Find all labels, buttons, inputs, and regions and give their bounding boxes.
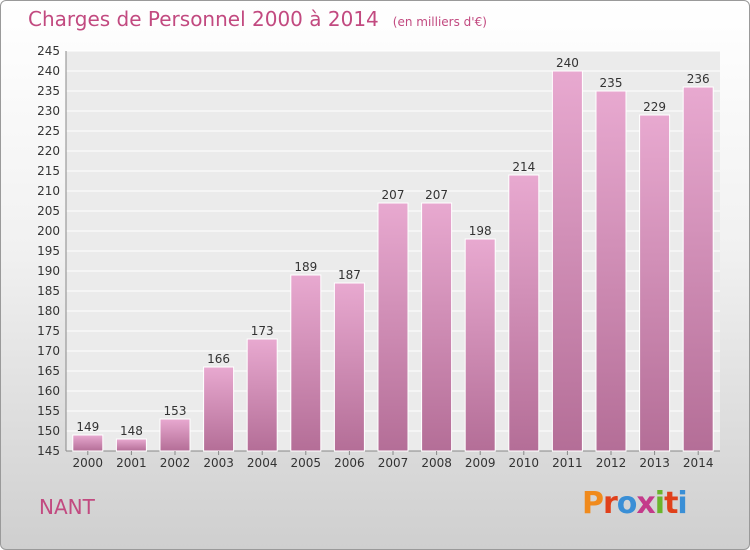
data-label-2009: 198 [469,224,492,238]
y-tick-label: 240 [37,64,60,78]
data-label-2012: 235 [600,76,623,90]
x-tick-label-2002: 2002 [160,456,191,470]
bar-2014 [682,86,714,452]
y-tick-label: 230 [37,104,60,118]
x-tick-label-2011: 2011 [552,456,583,470]
x-tick-label-2000: 2000 [73,456,104,470]
data-label-2010: 214 [512,160,535,174]
bar-2008 [421,202,453,452]
logo-letter: P [582,486,604,521]
y-tick-label: 235 [37,84,60,98]
y-tick-label: 190 [37,264,60,278]
data-label-2005: 189 [294,260,317,274]
y-tick-label: 225 [37,124,60,138]
x-tick-label-2003: 2003 [203,456,234,470]
bar-2000 [72,434,104,452]
y-tick-label: 165 [37,364,60,378]
y-tick-label: 210 [37,184,60,198]
data-label-2011: 240 [556,56,579,70]
logo-letter: x [636,486,655,521]
x-tick-label-2014: 2014 [683,456,714,470]
commune-name: NANT [39,495,95,519]
logo-letter: o [616,486,638,521]
x-tick-label-2005: 2005 [291,456,322,470]
data-label-2008: 207 [425,188,448,202]
y-tick-label: 220 [37,144,60,158]
x-tick-label-2007: 2007 [378,456,409,470]
x-tick-label-2008: 2008 [421,456,452,470]
bar-2001 [115,438,147,452]
data-label-2004: 173 [251,324,274,338]
data-label-2006: 187 [338,268,361,282]
proxiti-logo: Proxiti [582,486,688,521]
data-label-2000: 149 [76,420,99,434]
data-label-2002: 153 [164,404,187,418]
data-label-2003: 166 [207,352,230,366]
y-tick-label: 175 [37,324,60,338]
logo-letter: t [664,486,678,521]
chart-subtitle: (en milliers d'€) [392,15,487,29]
data-label-2001: 148 [120,424,143,438]
logo-letter: r [603,486,618,521]
x-tick-label-2009: 2009 [465,456,496,470]
bar-2013 [639,114,671,452]
bar-2009 [464,238,496,452]
y-tick-label: 215 [37,164,60,178]
bar-2012 [595,90,627,452]
x-tick-label-2010: 2010 [509,456,540,470]
bar-2007 [377,202,409,452]
y-tick-label: 200 [37,224,60,238]
y-tick-label: 155 [37,404,60,418]
y-tick-label: 160 [37,384,60,398]
chart-title: Charges de Personnel 2000 à 2014 (en mill… [28,7,487,31]
chart-title-text: Charges de Personnel 2000 à 2014 [28,7,379,31]
bar-2002 [159,418,191,452]
y-tick-label: 180 [37,304,60,318]
y-tick-label: 245 [37,44,60,58]
bar-2010 [508,174,540,452]
x-tick-label-2006: 2006 [334,456,365,470]
data-label-2007: 207 [382,188,405,202]
y-tick-label: 150 [37,424,60,438]
logo-letter: i [654,486,665,521]
y-tick-label: 170 [37,344,60,358]
bar-2011 [551,70,583,452]
bar-2005 [290,274,322,452]
x-tick-label-2012: 2012 [596,456,627,470]
x-tick-label-2001: 2001 [116,456,147,470]
bar-2006 [333,282,365,452]
data-label-2013: 229 [643,100,666,114]
logo-letter: i [677,486,687,521]
bar-2004 [246,338,278,452]
y-tick-label: 205 [37,204,60,218]
x-tick-label-2013: 2013 [639,456,670,470]
y-tick-label: 195 [37,244,60,258]
y-tick-label: 145 [37,444,60,458]
bar-2003 [203,366,235,452]
data-label-2014: 236 [687,72,710,86]
y-tick-label: 185 [37,284,60,298]
x-tick-label-2004: 2004 [247,456,278,470]
